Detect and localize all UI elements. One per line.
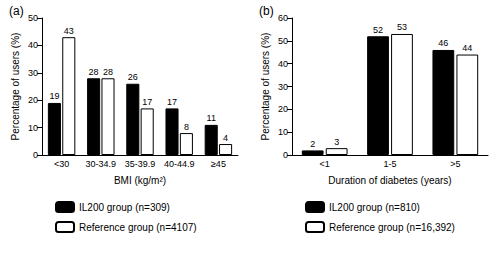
svg-text:4: 4 — [223, 133, 228, 143]
svg-text:19: 19 — [49, 91, 59, 101]
svg-text:17: 17 — [142, 97, 152, 107]
svg-text:17: 17 — [167, 97, 177, 107]
svg-text:40-44.9: 40-44.9 — [164, 159, 195, 169]
svg-text:28: 28 — [89, 67, 99, 77]
svg-text:53: 53 — [397, 22, 407, 32]
svg-text:3: 3 — [334, 137, 339, 147]
svg-text:26: 26 — [128, 72, 138, 82]
svg-text:60: 60 — [278, 13, 288, 23]
svg-text:<1: <1 — [320, 159, 330, 169]
svg-text:0: 0 — [33, 150, 38, 160]
svg-text:30: 30 — [278, 82, 288, 92]
svg-text:20: 20 — [28, 95, 38, 105]
svg-text:52: 52 — [373, 25, 383, 35]
svg-text:Percentage of users (%): Percentage of users (%) — [260, 33, 271, 141]
svg-text:46: 46 — [438, 38, 448, 48]
svg-text:11: 11 — [207, 113, 216, 123]
svg-text:Reference group (n=16,392): Reference group (n=16,392) — [329, 222, 455, 233]
svg-text:43: 43 — [64, 26, 74, 36]
svg-text:Percentage of users (%): Percentage of users (%) — [10, 33, 21, 141]
svg-text:30-34.9: 30-34.9 — [86, 159, 117, 169]
svg-text:40: 40 — [278, 59, 288, 69]
svg-text:Duration of diabetes (years): Duration of diabetes (years) — [328, 175, 451, 186]
svg-text:1-5: 1-5 — [383, 159, 396, 169]
svg-text:50: 50 — [28, 13, 38, 23]
svg-text:Reference group (n=4107): Reference group (n=4107) — [79, 222, 197, 233]
svg-text:IL200 group (n=810): IL200 group (n=810) — [329, 202, 420, 213]
svg-text:35-39.9: 35-39.9 — [125, 159, 156, 169]
svg-text:10: 10 — [278, 127, 288, 137]
svg-text:>5: >5 — [450, 159, 460, 169]
svg-text:BMI (kg/m²): BMI (kg/m²) — [114, 175, 166, 186]
svg-text:(a): (a) — [9, 4, 24, 18]
svg-text:8: 8 — [184, 122, 189, 132]
svg-text:IL200 group (n=309): IL200 group (n=309) — [79, 202, 170, 213]
svg-text:50: 50 — [278, 36, 288, 46]
svg-text:<30: <30 — [54, 159, 69, 169]
svg-text:10: 10 — [28, 123, 38, 133]
svg-text:≥45: ≥45 — [211, 159, 226, 169]
svg-text:20: 20 — [278, 104, 288, 114]
svg-text:30: 30 — [28, 68, 38, 78]
svg-text:0: 0 — [283, 150, 288, 160]
svg-text:2: 2 — [310, 139, 315, 149]
svg-text:(b): (b) — [259, 4, 274, 18]
svg-text:40: 40 — [28, 40, 38, 50]
svg-text:28: 28 — [103, 67, 113, 77]
svg-text:44: 44 — [462, 43, 472, 53]
